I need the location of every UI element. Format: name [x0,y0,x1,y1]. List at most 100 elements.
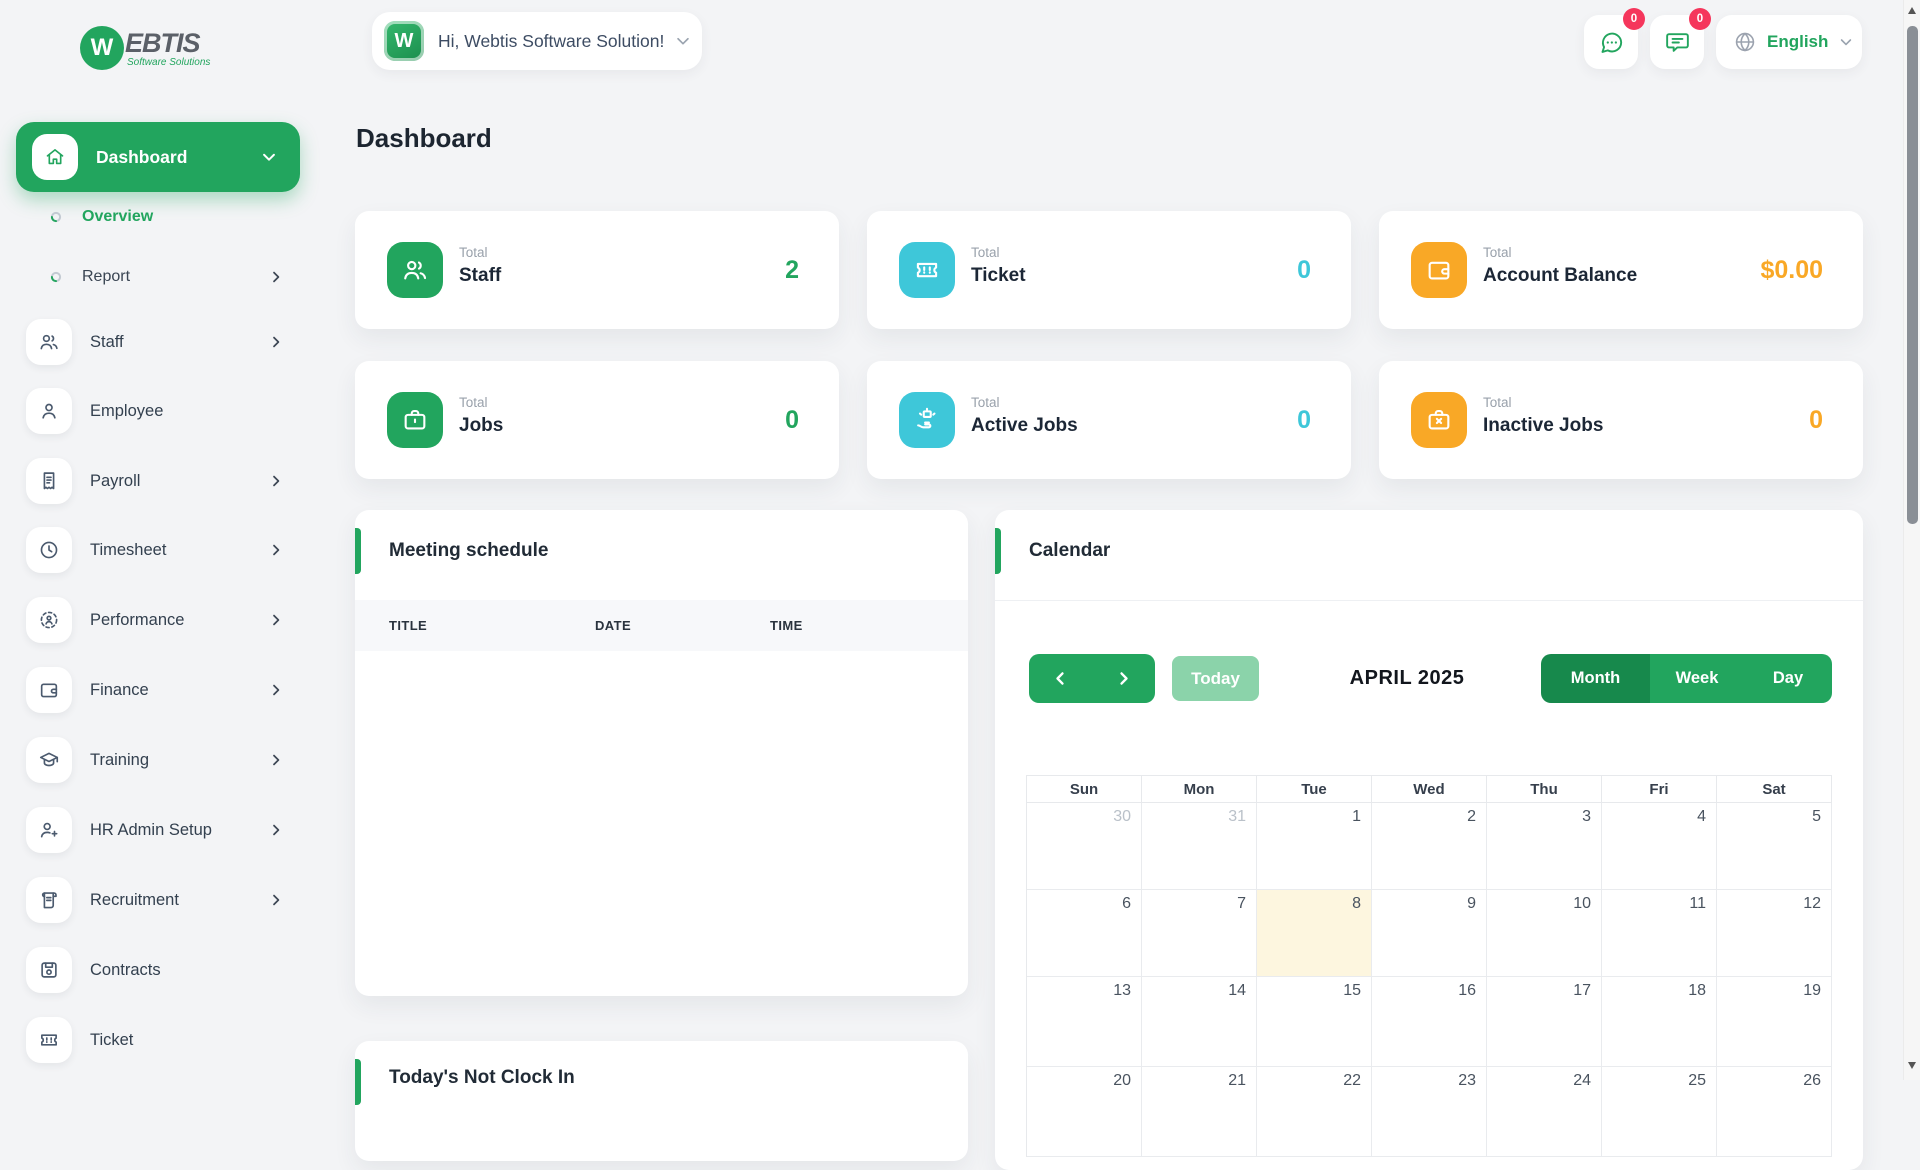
stat-value: 0 [1297,255,1311,284]
users-icon [387,242,443,298]
dashboard-icon [32,134,78,180]
calendar-day-2[interactable]: 2 [1372,803,1487,890]
calendar-day-14[interactable]: 14 [1142,977,1257,1067]
calendar-day-12[interactable]: 12 [1717,890,1832,977]
sidebar-item-staff[interactable]: Staff [16,315,308,369]
calendar-card: Calendar Today APRIL 2025 Month Week Day… [995,510,1863,1170]
view-month-button[interactable]: Month [1541,654,1650,703]
sidebar-item-finance[interactable]: Finance [16,663,308,717]
view-week-button[interactable]: Week [1650,654,1744,703]
stat-card-jobs: Total Jobs 0 [355,361,839,479]
stat-label: Total [459,245,488,260]
stat-card-ticket: Total Ticket 0 [867,211,1351,329]
accent-bar [355,528,361,574]
weekday-header-sun: Sun [1027,776,1142,803]
finance-icon [26,667,72,713]
view-day-button[interactable]: Day [1744,654,1832,703]
chevron-left-icon [1056,672,1064,685]
chevron-right-icon [268,822,284,838]
chevron-right-icon [268,334,284,350]
stat-value: 0 [1297,405,1311,434]
calendar-day-1[interactable]: 1 [1257,803,1372,890]
stat-value: 0 [1809,405,1823,434]
globe-icon [1733,30,1757,54]
user-greeting: Hi, Webtis Software Solution! [438,30,665,51]
ticket-icon [899,242,955,298]
chevron-right-icon [268,542,284,558]
sidebar-item-recruitment[interactable]: Recruitment [16,873,308,927]
sidebar-item-label: Staff [90,332,124,351]
calendar-day-4[interactable]: 4 [1602,803,1717,890]
calendar-day-3[interactable]: 3 [1487,803,1602,890]
calendar-day-16[interactable]: 16 [1372,977,1487,1067]
sidebar-item-overview[interactable]: Overview [16,202,308,232]
notifications-button[interactable]: 0 [1650,8,1711,69]
calendar-day-24[interactable]: 24 [1487,1067,1602,1157]
sidebar-item-employee[interactable]: Employee [16,384,308,438]
calendar-day-20[interactable]: 20 [1027,1067,1142,1157]
calendar-day-19[interactable]: 19 [1717,977,1832,1067]
calendar-day-18[interactable]: 18 [1602,977,1717,1067]
prev-month-button[interactable] [1029,654,1092,703]
sidebar-item-label: Performance [90,610,185,629]
calendar-day-10[interactable]: 10 [1487,890,1602,977]
hand-box-icon [899,392,955,448]
sidebar-item-training[interactable]: Training [16,733,308,787]
sidebar-item-dashboard[interactable]: Dashboard [16,122,300,192]
sidebar-item-hr-admin-setup[interactable]: HR Admin Setup [16,803,308,857]
sidebar-item-report[interactable]: Report [16,262,308,292]
stat-card-account-balance: Total Account Balance $0.00 [1379,211,1863,329]
sidebar-item-ticket[interactable]: Ticket [16,1013,308,1067]
calendar-day-30[interactable]: 30 [1027,803,1142,890]
calendar-day-7[interactable]: 7 [1142,890,1257,977]
calendar-title: Calendar [1029,540,1111,561]
meeting-table-header: TITLE DATE TIME [355,600,968,651]
language-selector[interactable]: English [1716,15,1862,69]
calendar-day-11[interactable]: 11 [1602,890,1717,977]
calendar-day-5[interactable]: 5 [1717,803,1832,890]
stat-value: 0 [785,405,799,434]
sidebar-item-payroll[interactable]: Payroll [16,454,308,508]
sidebar-item-contracts[interactable]: Contracts [16,943,308,997]
today-button[interactable]: Today [1172,656,1259,701]
next-month-button[interactable] [1092,654,1155,703]
not-clock-in-card: Today's Not Clock In [355,1041,968,1161]
calendar-day-31[interactable]: 31 [1142,803,1257,890]
calendar-day-13[interactable]: 13 [1027,977,1142,1067]
notifications-badge: 0 [1689,8,1711,30]
chevron-down-icon [1838,34,1854,50]
calendar-day-17[interactable]: 17 [1487,977,1602,1067]
calendar-day-22[interactable]: 22 [1257,1067,1372,1157]
chevron-right-icon [268,752,284,768]
ticket-icon [26,1017,72,1063]
scrollbar-thumb[interactable] [1907,26,1918,524]
calendar-day-25[interactable]: 25 [1602,1067,1717,1157]
scroll-down-arrow[interactable] [1908,1062,1916,1069]
sidebar-item-timesheet[interactable]: Timesheet [16,523,308,577]
stat-name: Staff [459,265,502,286]
sidebar-item-label: HR Admin Setup [90,820,212,839]
overview-bullet-icon [50,211,62,223]
calendar-nav [1029,654,1155,703]
calendar-day-9[interactable]: 9 [1372,890,1487,977]
chat-button[interactable]: 0 [1584,8,1645,69]
calendar-day-15[interactable]: 15 [1257,977,1372,1067]
page-scrollbar[interactable] [1903,0,1920,1080]
sidebar-item-performance[interactable]: Performance [16,593,308,647]
staff-icon [26,319,72,365]
stat-name: Ticket [971,265,1026,286]
meeting-col-date: DATE [595,618,632,633]
calendar-day-21[interactable]: 21 [1142,1067,1257,1157]
user-menu[interactable]: W Hi, Webtis Software Solution! [372,12,702,70]
calendar-day-8[interactable]: 8 [1257,890,1372,977]
calendar-day-26[interactable]: 26 [1717,1067,1832,1157]
chevron-right-icon [1120,672,1128,685]
briefcase-icon [387,392,443,448]
stat-label: Total [971,245,1000,260]
scroll-up-arrow[interactable] [1908,7,1916,14]
weekday-header-sat: Sat [1717,776,1832,803]
calendar-day-6[interactable]: 6 [1027,890,1142,977]
sidebar-item-label: Dashboard [96,146,188,167]
calendar-day-23[interactable]: 23 [1372,1067,1487,1157]
employee-icon [26,388,72,434]
